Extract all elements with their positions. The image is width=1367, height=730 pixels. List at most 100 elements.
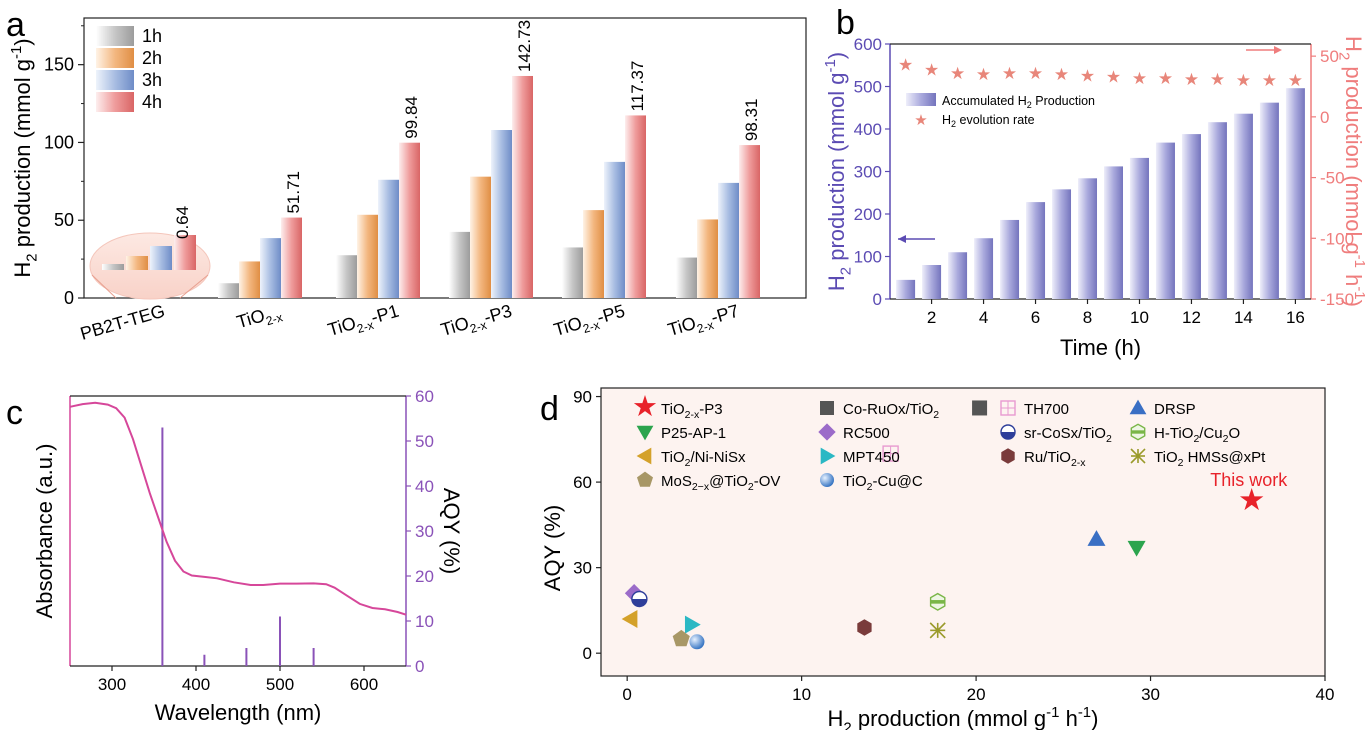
inset-bar <box>102 264 124 270</box>
scatter-point-d <box>882 445 899 462</box>
legend-label-d: RC500 <box>843 425 890 442</box>
plot-frame-a <box>83 17 807 299</box>
scatter-point-d <box>929 622 946 639</box>
x-tick-label-d: 30 <box>1141 685 1160 704</box>
x-tick-label-b: 8 <box>1083 308 1092 327</box>
rate-point-b: ★ <box>950 64 965 83</box>
scatter-point-d <box>689 634 705 650</box>
scatter-point-d-band <box>930 600 945 604</box>
bar-b <box>896 279 916 299</box>
rate-point-b: ★ <box>1002 64 1017 83</box>
bar-4h <box>399 142 420 298</box>
legend-label-d: TiO2-x-P3 <box>661 401 723 421</box>
legend-marker-d <box>1000 424 1016 440</box>
rate-point-b: ★ <box>1184 70 1199 89</box>
legend-marker-d <box>636 425 654 441</box>
legend-swatch-a <box>96 92 134 112</box>
x-tick-label-c: 600 <box>350 675 378 694</box>
y2-axis-label-c: AQY (%) <box>439 488 464 574</box>
bar-b <box>1129 157 1149 299</box>
x-category-label-a: TiO2-x-P5 <box>551 301 628 344</box>
legend-label-d: TiO2/Ni-NiSx <box>661 449 746 469</box>
y2-axis-label-b: H2 production (mmol g-1 h-1) <box>1335 36 1367 307</box>
x-tick-label-d: 40 <box>1316 685 1335 704</box>
plot-frame-d <box>600 387 1326 677</box>
rate-point-b: ★ <box>1262 71 1277 90</box>
bar-b <box>1103 166 1123 299</box>
legend-marker-d <box>637 471 653 487</box>
y-axis-label-d: AQY (%) <box>540 505 565 591</box>
x-tick-label-b: 10 <box>1130 308 1149 327</box>
legend-label-a: 4h <box>142 92 162 112</box>
scatter-point-d <box>1127 540 1146 557</box>
rate-point-b: ★ <box>1080 66 1095 85</box>
legend-label-d: TiO2-Cu@C <box>843 473 923 493</box>
bar-4h <box>512 75 533 298</box>
y2-tick-label-b: -150 <box>1320 290 1354 309</box>
legend-label-d: MPT450 <box>843 449 900 466</box>
legend-marker-b: ★ <box>914 112 927 129</box>
rate-point-b: ★ <box>976 65 991 84</box>
legend-label-d: DRSP <box>1154 401 1196 418</box>
x-tick-label-b: 6 <box>1031 308 1040 327</box>
x-tick-label-b: 12 <box>1182 308 1201 327</box>
y-tick-label-b: 500 <box>854 78 882 97</box>
x-tick-label-c: 300 <box>98 675 126 694</box>
legend-swatch-a <box>96 70 134 90</box>
bar-1h <box>218 283 239 298</box>
bar-b <box>1233 113 1253 299</box>
rate-point-b: ★ <box>1236 71 1251 90</box>
legend-marker-d <box>636 447 652 465</box>
bar-4h <box>739 145 760 298</box>
legend-label-d: H-TiO2/Cu2O <box>1154 425 1240 445</box>
y2-tick-label-c: 60 <box>415 387 434 406</box>
rate-point-b: ★ <box>1132 69 1147 88</box>
legend-swatch-b <box>906 93 936 106</box>
rate-point-b: ★ <box>1054 65 1069 84</box>
legend-marker-d <box>1130 423 1146 441</box>
x-category-label-a: TiO2-x-P1 <box>325 301 402 344</box>
x-tick-label-b: 2 <box>927 308 936 327</box>
scatter-point-d <box>929 592 946 611</box>
y-axis-label-b: H2 production (mmol g-1) <box>822 52 854 291</box>
legend-label-d: sr-CoSx/TiO2 <box>1024 425 1112 445</box>
legend-swatch-a <box>96 48 134 68</box>
y2-tick-label-c: 10 <box>415 612 434 631</box>
y-tick-label-a: 100 <box>44 132 74 152</box>
bar-2h <box>583 210 604 298</box>
y2-tick-label-c: 30 <box>415 522 434 541</box>
bar-1h <box>562 247 583 298</box>
rate-point-b: ★ <box>1158 69 1173 88</box>
bar-3h <box>604 161 625 298</box>
y-tick-label-d: 0 <box>583 644 592 663</box>
y2-tick-label-b: -100 <box>1320 229 1354 248</box>
legend-label-d: Ru/TiO2-x <box>1024 449 1086 469</box>
legend-label-a: 1h <box>142 26 162 46</box>
y-tick-label-d: 90 <box>573 388 592 407</box>
panel-label-b: b <box>836 4 855 42</box>
x-axis-label-c: Wavelength (nm) <box>155 700 322 725</box>
x-axis-label-d: H2 production (mmol g-1 h-1) <box>828 704 1099 730</box>
arrowhead-left-b <box>898 235 906 243</box>
y2-tick-label-b: 50 <box>1320 47 1339 66</box>
rate-point-b: ★ <box>1028 64 1043 83</box>
y-axis-label-c: Absorbance (a.u.) <box>32 444 57 619</box>
y-tick-label-b: 400 <box>854 120 882 139</box>
x-tick-label-d: 20 <box>967 685 986 704</box>
legend-label-d: TH700 <box>1024 401 1069 418</box>
arrowhead-right-b <box>1274 46 1282 54</box>
legend-marker-d <box>820 473 834 487</box>
y2-tick-label-b: -50 <box>1320 169 1345 188</box>
inset-bar <box>126 256 148 270</box>
x-category-label-a: TiO2-x-P7 <box>665 301 742 344</box>
highlight-region-d <box>601 388 1325 676</box>
bar-b <box>922 265 942 299</box>
legend-marker-d <box>820 447 836 465</box>
bar-1h <box>336 255 357 298</box>
y2-tick-label-c: 0 <box>415 657 424 676</box>
y2-tick-label-c: 20 <box>415 567 434 586</box>
bar-b <box>1000 219 1020 299</box>
legend-marker-d: ★ <box>632 391 658 423</box>
legend-marker-d <box>818 423 836 441</box>
